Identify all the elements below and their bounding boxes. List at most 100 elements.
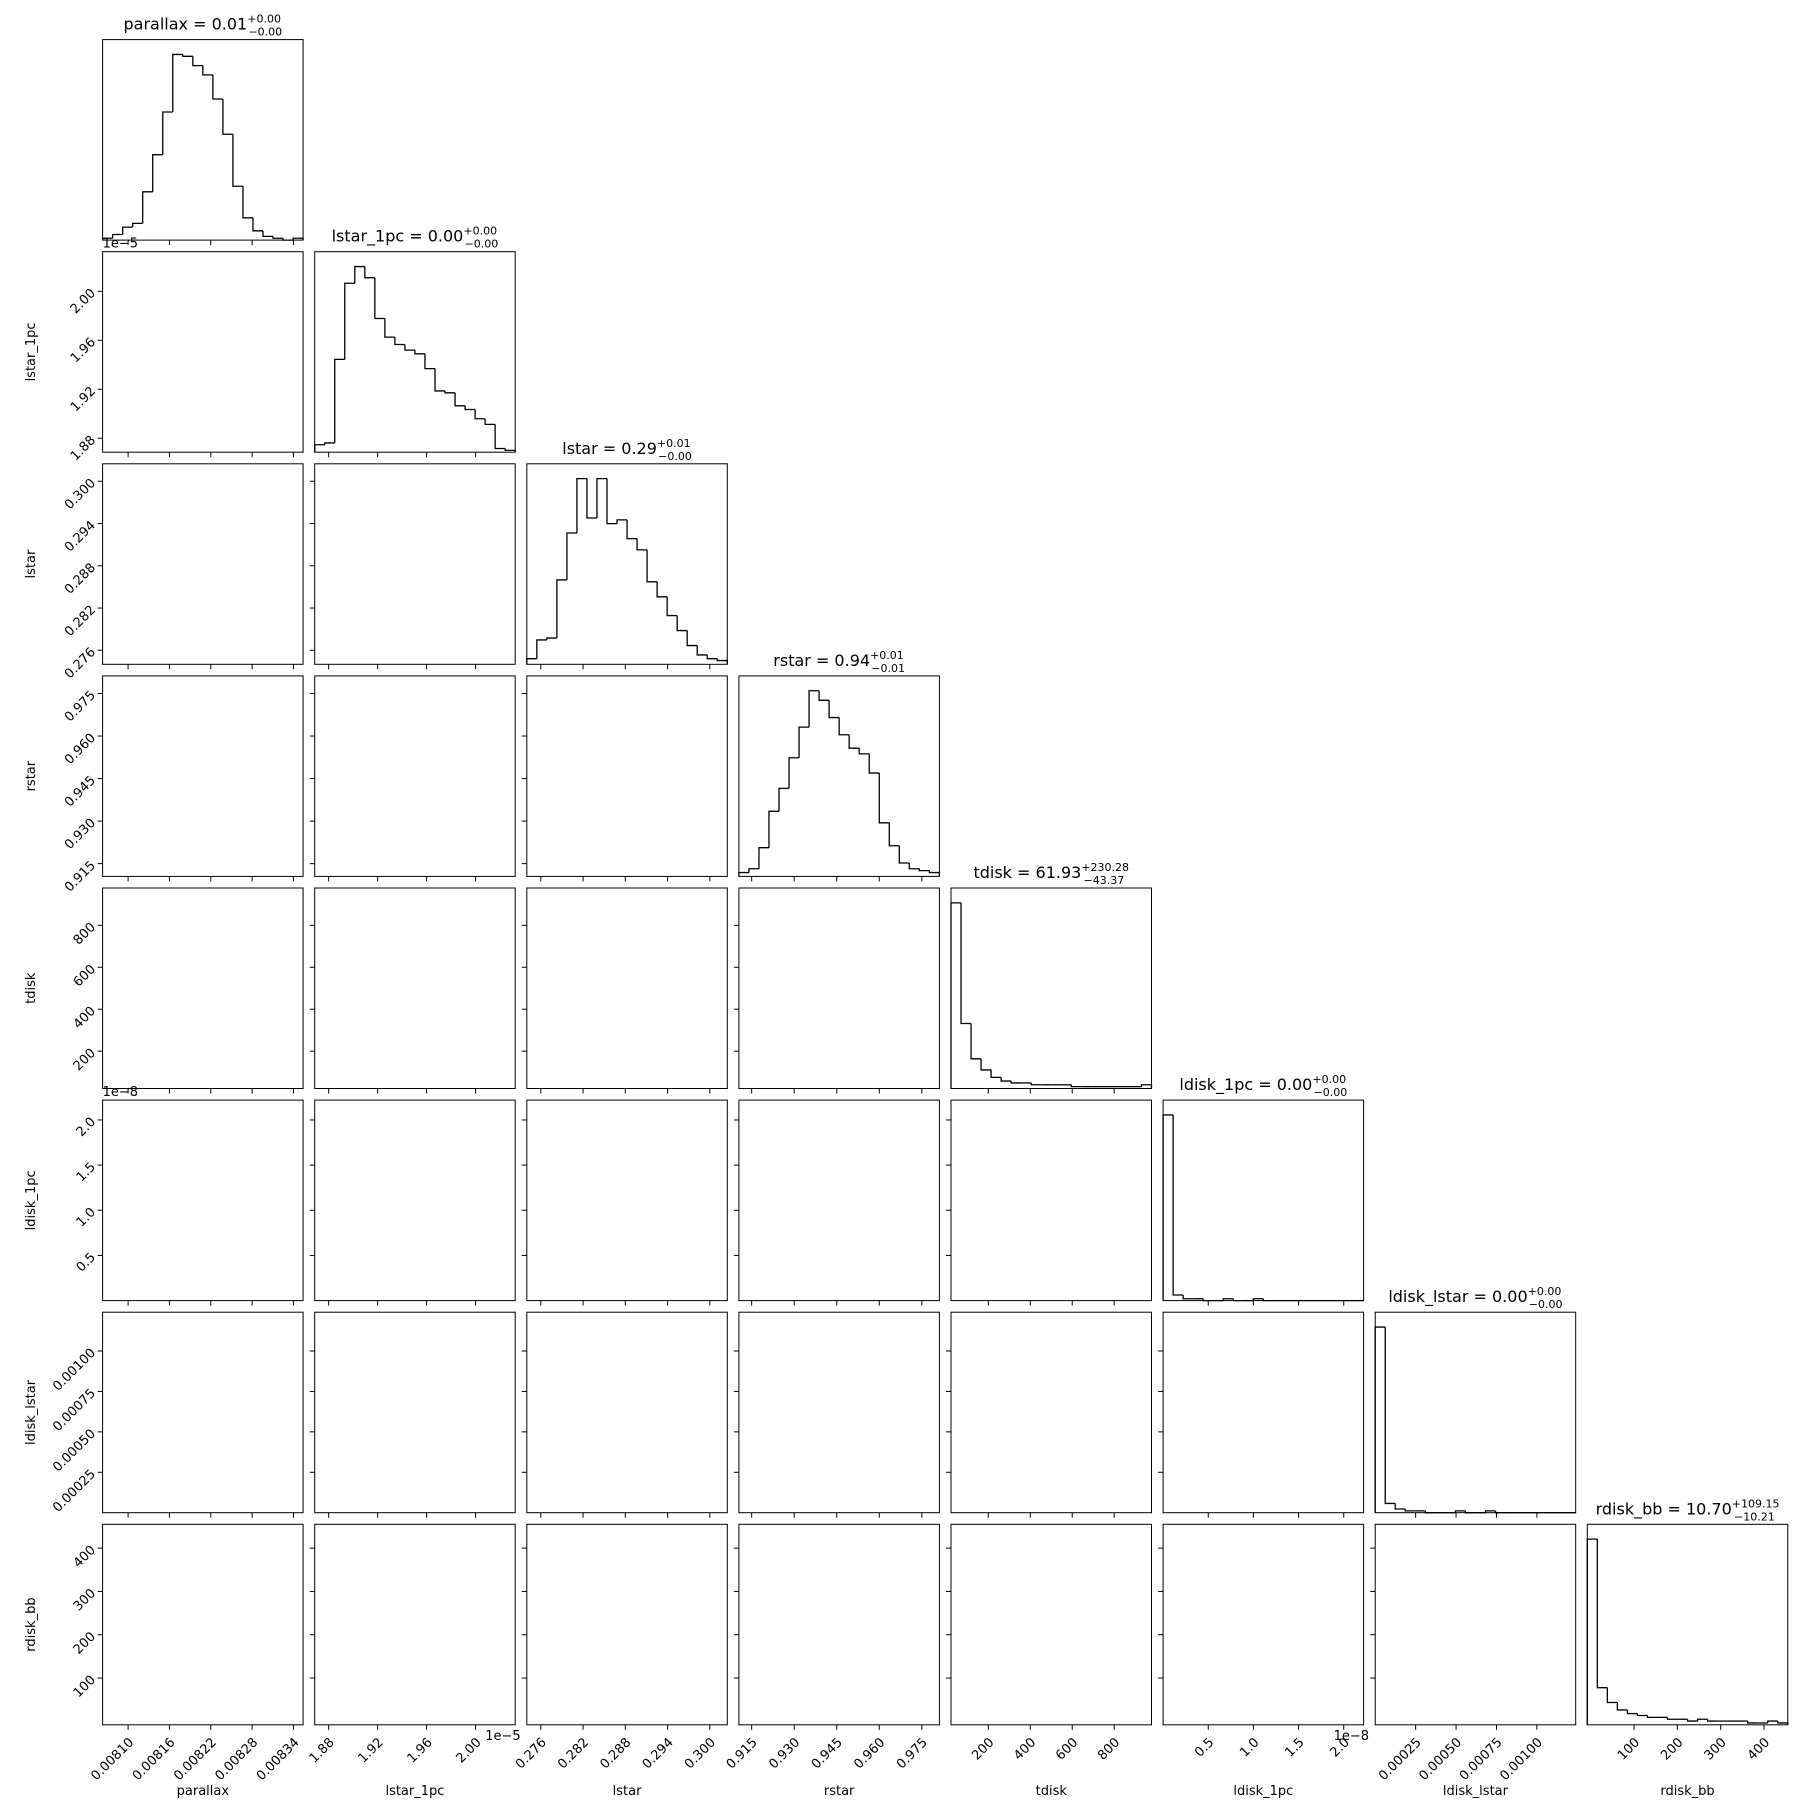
y-tick-label: 200 (71, 1629, 99, 1657)
y-axis-label: rstar (24, 760, 39, 791)
x-tick-label: 0.282 (555, 1735, 592, 1772)
hist-bin (1030, 1082, 1042, 1086)
panel-frame (950, 1311, 1152, 1514)
hist-bin (1747, 1721, 1758, 1724)
panel-frame (526, 463, 728, 665)
hist-bin (1394, 1503, 1406, 1510)
x-tick-label: 300 (1702, 1735, 1730, 1763)
title-upper: +0.00 (1528, 1285, 1562, 1298)
x-tick-label: 1.88 (307, 1735, 338, 1766)
pair-panel (521, 1099, 728, 1306)
x-tick-label: 1.96 (405, 1735, 436, 1766)
x-tick-label: 0.00025 (1376, 1735, 1425, 1784)
y-tick-label: 800 (71, 920, 99, 948)
x-tick-label: 0.975 (894, 1735, 931, 1772)
x-tick-label: 0.300 (682, 1735, 719, 1772)
hist-bin (1384, 1327, 1396, 1505)
hist-bin (768, 810, 779, 848)
hist-bin (950, 902, 962, 1089)
hist-bin (1404, 1508, 1416, 1512)
panel-frame (102, 1523, 304, 1726)
x-tick-label: 0.5 (1192, 1735, 1217, 1760)
pair-panel (1158, 1311, 1365, 1518)
hist-bin (666, 596, 678, 617)
histogram-panel: lstar_1pc = 0.00+0.00 −0.00 (314, 225, 516, 458)
x-tick-label: 0.915 (724, 1735, 761, 1772)
y-tick-label: 0.00025 (50, 1467, 99, 1516)
hist-bin (606, 478, 618, 525)
panel-frame (1162, 1311, 1365, 1514)
hist-bin (384, 318, 395, 338)
hist-bin (1706, 1719, 1718, 1722)
panel-frame (526, 1523, 728, 1726)
panel-title: lstar = 0.29+0.01 −0.00 (562, 437, 692, 463)
hist-bin (656, 581, 668, 598)
histogram-panel: tdisk = 61.93+230.28 −43.37 (950, 861, 1153, 1094)
hist-bin (454, 392, 466, 407)
histogram-panel: lstar = 0.29+0.01 −0.00 (526, 437, 728, 670)
y-tick-label: 1.5 (74, 1160, 99, 1185)
pair-panel (309, 675, 516, 882)
hist-bin (848, 734, 860, 749)
title-upper: +0.01 (657, 437, 691, 450)
pair-panel (309, 1311, 516, 1518)
x-tick-label: 0.00810 (89, 1735, 138, 1784)
hist-bin (172, 53, 183, 113)
x-tick-label: 1.5 (1282, 1735, 1307, 1760)
hist-bin (494, 424, 506, 450)
title-upper: +109.15 (1732, 1497, 1780, 1510)
pair-panel (946, 1311, 1152, 1518)
x-axis-label: tdisk (1036, 1784, 1068, 1799)
hist-bin (162, 111, 173, 155)
y-tick-label: 0.960 (62, 731, 99, 768)
y-offset-label: 1e−5 (103, 237, 138, 252)
y-tick-label: 400 (71, 1004, 99, 1032)
histogram-panel: ldisk_lstar = 0.00+0.00 −0.00 (1374, 1285, 1577, 1518)
x-tick-label: 0.288 (597, 1735, 634, 1772)
x-offset-label: 1e−5 (485, 1729, 520, 1744)
pair-panel (309, 1099, 516, 1306)
panel-frame (1586, 1523, 1789, 1726)
hist-bin (252, 217, 263, 232)
y-offset-label: 1e−8 (103, 1085, 138, 1100)
pair-panel (521, 887, 728, 1094)
hist-bin (404, 344, 415, 351)
panel-frame (738, 675, 940, 877)
hist-bin (626, 519, 638, 540)
hist-bin (314, 444, 325, 453)
title-text: ldisk_lstar = 0.00 (1388, 1287, 1527, 1307)
y-tick-label: 0.00050 (50, 1427, 99, 1476)
x-tick-label: 0.960 (851, 1735, 888, 1772)
hist-bin (706, 654, 718, 660)
hist-bin (434, 368, 446, 392)
hist-bin (142, 191, 153, 224)
panel-frame (738, 887, 940, 1089)
x-tick-label: 600 (1053, 1735, 1081, 1763)
panel-frame (1374, 1523, 1577, 1726)
hist-bin (798, 726, 810, 758)
hist-bin (1686, 1719, 1698, 1722)
hist-bin (536, 639, 547, 659)
hist-bin (1636, 1713, 1648, 1717)
hist-bin (808, 690, 820, 728)
hist-bin (1616, 1702, 1628, 1711)
x-tick-label: 0.00816 (130, 1735, 179, 1784)
y-tick-label: 0.5 (74, 1250, 99, 1275)
hist-bin (424, 353, 435, 370)
x-tick-label: 200 (969, 1735, 997, 1763)
x-tick-label: 0.00100 (1497, 1735, 1546, 1784)
x-tick-label: 0.00828 (213, 1735, 262, 1784)
hist-bin (556, 579, 567, 639)
hist-bin (1140, 1084, 1153, 1089)
y-tick-label: 0.00075 (50, 1386, 99, 1435)
hist-bin (111, 233, 123, 239)
x-tick-label: 0.00075 (1457, 1735, 1506, 1784)
hist-bin (182, 54, 193, 57)
hist-bin (970, 1023, 982, 1060)
hist-bin (566, 532, 577, 580)
title-upper: +0.00 (463, 225, 497, 238)
hist-bin (292, 237, 304, 241)
hist-bin (1202, 1298, 1214, 1302)
